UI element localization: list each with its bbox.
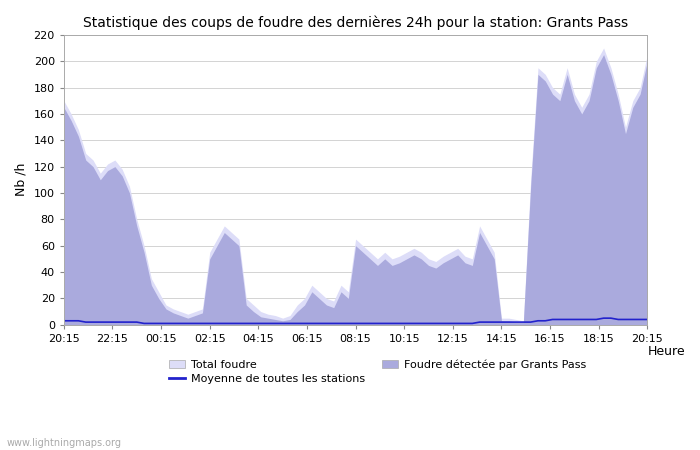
Moyenne de toutes les stations — [643, 317, 652, 322]
Moyenne de toutes les stations — [541, 318, 550, 324]
Moyenne de toutes les stations — [60, 318, 68, 324]
Moyenne de toutes les stations — [432, 321, 440, 326]
Moyenne de toutes les stations — [592, 317, 601, 322]
Moyenne de toutes les stations — [570, 317, 579, 322]
Moyenne de toutes les stations — [599, 315, 608, 321]
Moyenne de toutes les stations — [497, 320, 505, 325]
Y-axis label: Nb /h: Nb /h — [15, 163, 28, 197]
Line: Moyenne de toutes les stations: Moyenne de toutes les stations — [64, 318, 648, 324]
Text: www.lightningmaps.org: www.lightningmaps.org — [7, 438, 122, 448]
Title: Statistique des coups de foudre des dernières 24h pour la station: Grants Pass: Statistique des coups de foudre des dern… — [83, 15, 628, 30]
Text: Heure: Heure — [648, 345, 685, 358]
Moyenne de toutes les stations — [388, 321, 396, 326]
Legend: Total foudre, Moyenne de toutes les stations, Foudre détectée par Grants Pass: Total foudre, Moyenne de toutes les stat… — [169, 359, 586, 384]
Moyenne de toutes les stations — [140, 321, 148, 326]
